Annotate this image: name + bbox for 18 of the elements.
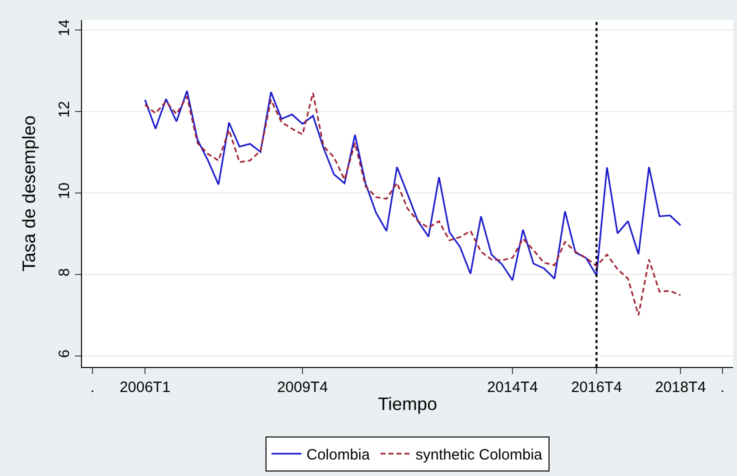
- x-tick-label: .: [720, 379, 725, 396]
- x-tick-label: .: [90, 379, 95, 396]
- y-axis-title: Tasa de desempleo: [19, 115, 40, 272]
- y-tick-label: 14: [56, 20, 73, 36]
- legend-label: Colombia: [306, 446, 371, 464]
- x-tick-label: 2016T4: [571, 379, 622, 396]
- y-tick-label: 6: [56, 350, 73, 358]
- x-tick-label: 2009T4: [277, 379, 328, 396]
- x-tick-label: 2014T4: [487, 379, 538, 396]
- legend-label: synthetic Colombia: [416, 446, 543, 464]
- x-tick-label: 2018T4: [655, 379, 706, 396]
- line-series: [144, 90, 682, 282]
- y-tick-label: 10: [56, 182, 73, 200]
- x-tick-label: 2006T1: [120, 379, 170, 396]
- y-tick-label: 12: [56, 101, 73, 118]
- x-axis-title: Tiempo: [378, 394, 438, 414]
- y-tick-label: 8: [56, 268, 73, 276]
- line-series: [144, 92, 682, 316]
